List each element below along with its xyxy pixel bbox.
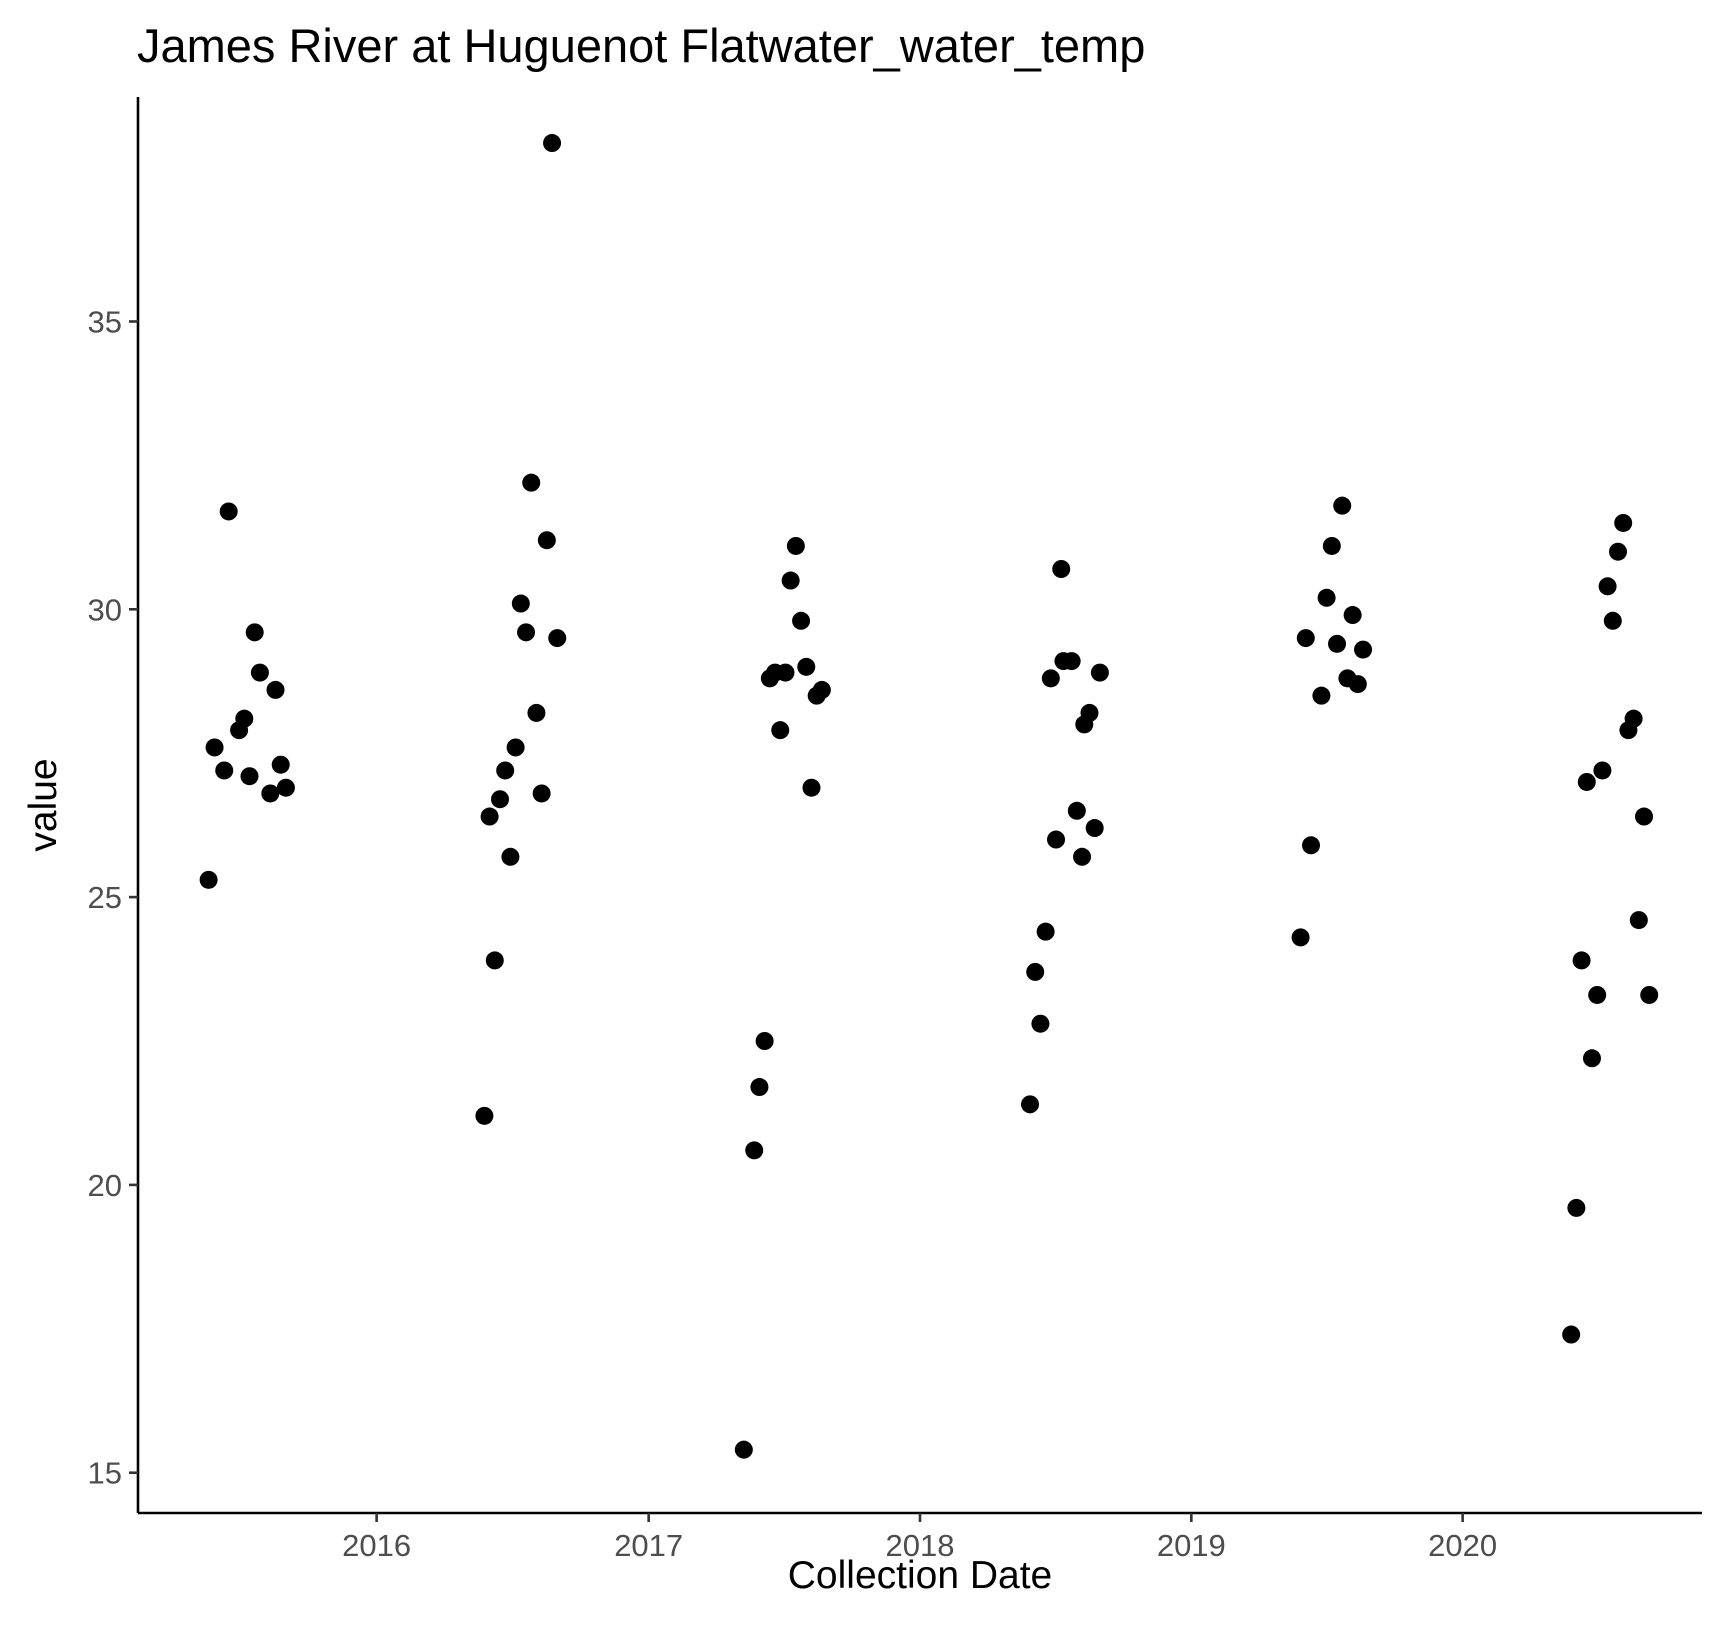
data-point [755,1032,774,1050]
data-point [745,1141,764,1160]
data-point [496,761,515,780]
data-point [1021,1095,1040,1114]
data-point [771,721,790,740]
data-point [1348,675,1367,694]
data-point [1567,1198,1586,1217]
data-point [1343,606,1362,625]
data-point [261,784,280,803]
data-point [1067,801,1086,820]
data-point [1085,819,1104,838]
x-tick-label: 2019 [1157,1528,1226,1563]
data-point [802,778,821,797]
x-tick-label: 2017 [614,1528,683,1563]
x-tick-label: 2020 [1428,1528,1497,1563]
chart-title: James River at Huguenot Flatwater_water_… [137,19,1145,72]
data-point [1333,496,1352,515]
y-tick-label: 25 [88,880,122,915]
data-point [485,951,504,970]
data-point [475,1106,494,1125]
data-point [271,755,290,774]
data-point [491,790,510,809]
data-point [1296,629,1315,648]
data-point [276,778,295,797]
data-point [1629,911,1648,930]
data-point [1624,709,1643,728]
data-point [1562,1325,1581,1344]
data-point [532,784,551,803]
data-point [250,663,269,682]
data-point [1328,634,1347,653]
data-point [235,709,254,728]
x-tick-label: 2018 [886,1528,955,1563]
y-tick-label: 30 [88,592,122,627]
data-point [527,703,546,722]
data-point [1640,985,1659,1004]
data-point [480,807,499,826]
data-point [522,473,541,492]
data-point [501,847,520,866]
data-points [199,134,1659,1459]
data-point [1577,772,1596,791]
data-point [506,738,525,757]
data-point [219,502,238,521]
x-axis-ticks: 2016 2017 2018 2019 2020 [342,1513,1497,1563]
data-point [812,680,831,699]
data-point [1052,560,1071,578]
data-point [240,767,259,786]
y-axis-title: value [22,758,65,851]
data-point [1036,922,1055,941]
y-tick-label: 15 [88,1456,122,1491]
data-point [797,657,816,676]
data-point [1317,588,1336,607]
data-point [548,629,567,648]
data-point [543,134,562,153]
x-axis-title: Collection Date [788,1554,1052,1597]
data-point [245,623,264,642]
data-point [1047,830,1066,849]
data-point [1354,640,1373,659]
data-point [776,663,795,682]
data-point [1598,577,1617,596]
data-point [1041,669,1060,688]
data-point [1062,652,1081,671]
data-point [1614,513,1633,532]
data-point [205,738,224,757]
data-point [1073,847,1092,866]
data-point [1593,761,1612,780]
y-axis-ticks: 15 20 25 30 35 [88,304,138,1491]
data-point [537,531,556,550]
data-point [1312,686,1331,705]
data-point [1609,542,1628,561]
data-point [1582,1049,1601,1068]
data-point [734,1440,753,1459]
data-point [517,623,536,642]
y-tick-label: 20 [88,1168,122,1203]
data-point [1291,928,1310,947]
data-point [781,571,800,590]
data-point [1588,985,1607,1004]
data-point [1031,1014,1050,1033]
data-point [1090,663,1109,682]
data-point [1322,536,1341,555]
data-point [199,870,218,889]
data-point [1635,807,1654,826]
data-point [215,761,234,780]
data-point [1572,951,1591,970]
data-point [750,1078,769,1097]
data-point [1080,703,1099,722]
data-point [786,536,805,555]
y-tick-label: 35 [88,304,122,339]
data-point [266,680,285,699]
data-point [792,611,811,630]
data-point [511,594,530,613]
data-point [1026,962,1045,981]
data-point [1603,611,1622,630]
x-tick-label: 2016 [342,1528,411,1563]
data-point [1302,836,1320,855]
